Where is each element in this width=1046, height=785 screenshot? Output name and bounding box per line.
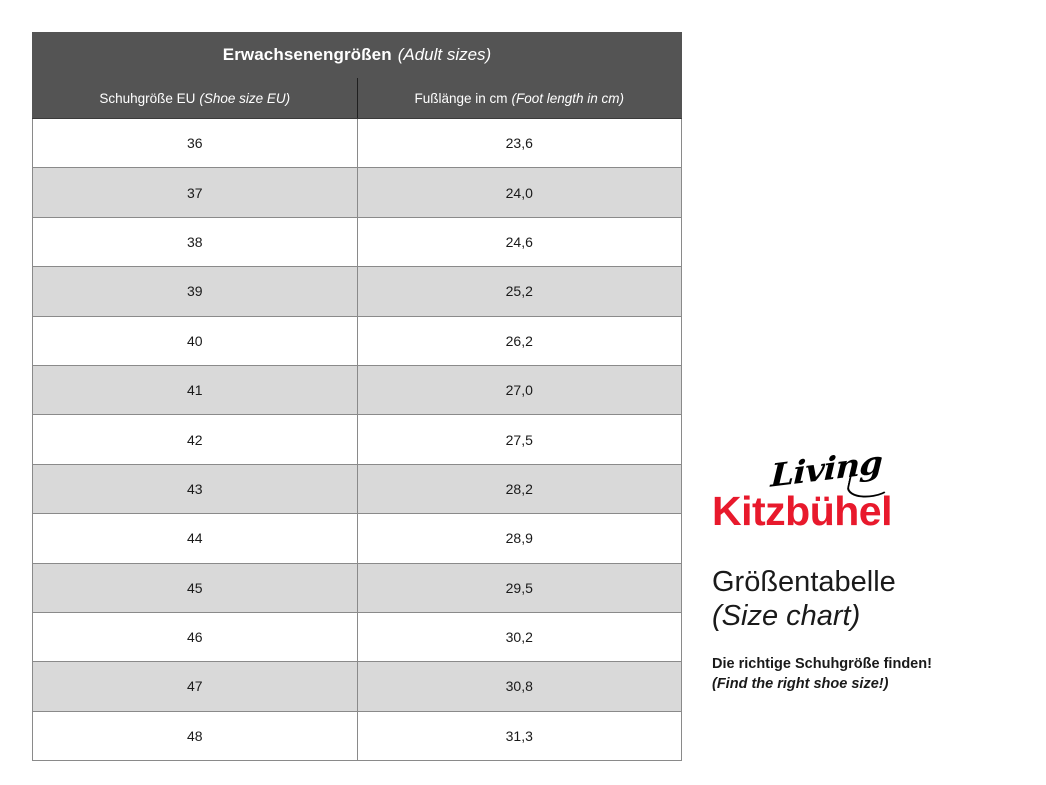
cell-foot-length: 29,5 — [356, 563, 682, 613]
cell-foot-length: 24,6 — [356, 217, 682, 268]
cell-shoe-size: 44 — [32, 513, 358, 564]
cell-shoe-size: 37 — [32, 167, 358, 218]
cell-shoe-size: 45 — [32, 563, 358, 613]
page-title-block: Größentabelle (Size chart) — [712, 565, 1012, 633]
table-row: 42 27,5 — [32, 414, 682, 465]
column-header-shoe-size: Schuhgröße EU (Shoe size EU) — [32, 77, 358, 119]
living-kitzbuehel-logo: Living Kitzbühel — [712, 444, 1012, 539]
table-title-de: Erwachsenengrößen — [222, 45, 392, 64]
page-subtitle-de: Die richtige Schuhgröße finden! — [712, 656, 932, 673]
cell-shoe-size: 42 — [32, 414, 358, 465]
table-body: 36 23,6 37 24,0 38 24,6 39 25,2 40 26,2 41 27,0 42 27… — [32, 118, 682, 762]
table-row: 43 28,2 — [32, 464, 682, 515]
column-header-shoe-size-en: (Shoe size EU) — [199, 90, 291, 106]
table-title-cell: Erwachsenengrößen (Adult sizes) — [32, 32, 682, 78]
table-row: 46 30,2 — [32, 612, 682, 663]
cell-shoe-size: 43 — [32, 464, 358, 515]
cell-foot-length: 31,3 — [356, 711, 682, 762]
size-chart-table: Erwachsenengrößen (Adult sizes) Schuhgröß… — [32, 32, 682, 762]
table-row: 47 30,8 — [32, 661, 682, 712]
table-title-row: Erwachsenengrößen (Adult sizes) — [32, 32, 682, 78]
cell-foot-length: 27,5 — [356, 414, 682, 465]
cell-foot-length: 28,2 — [356, 464, 682, 515]
cell-shoe-size: 39 — [32, 266, 358, 317]
cell-shoe-size: 40 — [32, 316, 358, 366]
cell-foot-length: 25,2 — [356, 266, 682, 317]
page-subtitle-en: (Find the right shoe size!) — [712, 676, 889, 692]
table-row: 45 29,5 — [32, 563, 682, 613]
cell-shoe-size: 47 — [32, 661, 358, 712]
cell-shoe-size: 41 — [32, 365, 358, 416]
table-row: 39 25,2 — [32, 266, 682, 317]
cell-foot-length: 23,6 — [356, 118, 682, 169]
cell-shoe-size: 46 — [32, 612, 358, 663]
table-row: 36 23,6 — [32, 118, 682, 169]
page-title-de: Größentabelle — [712, 566, 896, 598]
cell-shoe-size: 48 — [32, 711, 358, 762]
page-title-en: (Size chart) — [712, 600, 861, 633]
table-row: 48 31,3 — [32, 711, 682, 762]
cell-foot-length: 27,0 — [356, 365, 682, 416]
column-header-foot-length-de: Fußlänge in cm — [414, 90, 508, 106]
cell-foot-length: 28,9 — [356, 513, 682, 564]
cell-foot-length: 30,2 — [356, 612, 682, 663]
table-header: Erwachsenengrößen (Adult sizes) Schuhgröß… — [32, 32, 682, 119]
cell-foot-length: 24,0 — [356, 167, 682, 218]
cell-foot-length: 30,8 — [356, 661, 682, 712]
column-header-shoe-size-de: Schuhgröße EU — [99, 90, 196, 106]
table-row: 38 24,6 — [32, 217, 682, 268]
brand-panel: Living Kitzbühel Größentabelle (Size cha… — [712, 444, 1012, 695]
cell-foot-length: 26,2 — [356, 316, 682, 366]
table-column-header-row: Schuhgröße EU (Shoe size EU) Fußlänge in … — [32, 77, 682, 119]
column-header-foot-length: Fußlänge in cm (Foot length in cm) — [357, 77, 682, 119]
table-title-en: (Adult sizes) — [397, 45, 492, 64]
table-row: 44 28,9 — [32, 513, 682, 564]
page-subtitle-block: Die richtige Schuhgröße finden! (Find th… — [712, 655, 1012, 694]
column-header-foot-length-en: (Foot length in cm) — [511, 90, 625, 106]
logo-script-living: Living — [770, 444, 883, 495]
table-row: 41 27,0 — [32, 365, 682, 416]
cell-shoe-size: 38 — [32, 217, 358, 268]
table-row: 37 24,0 — [32, 167, 682, 218]
table-row: 40 26,2 — [32, 316, 682, 366]
cell-shoe-size: 36 — [32, 118, 358, 169]
